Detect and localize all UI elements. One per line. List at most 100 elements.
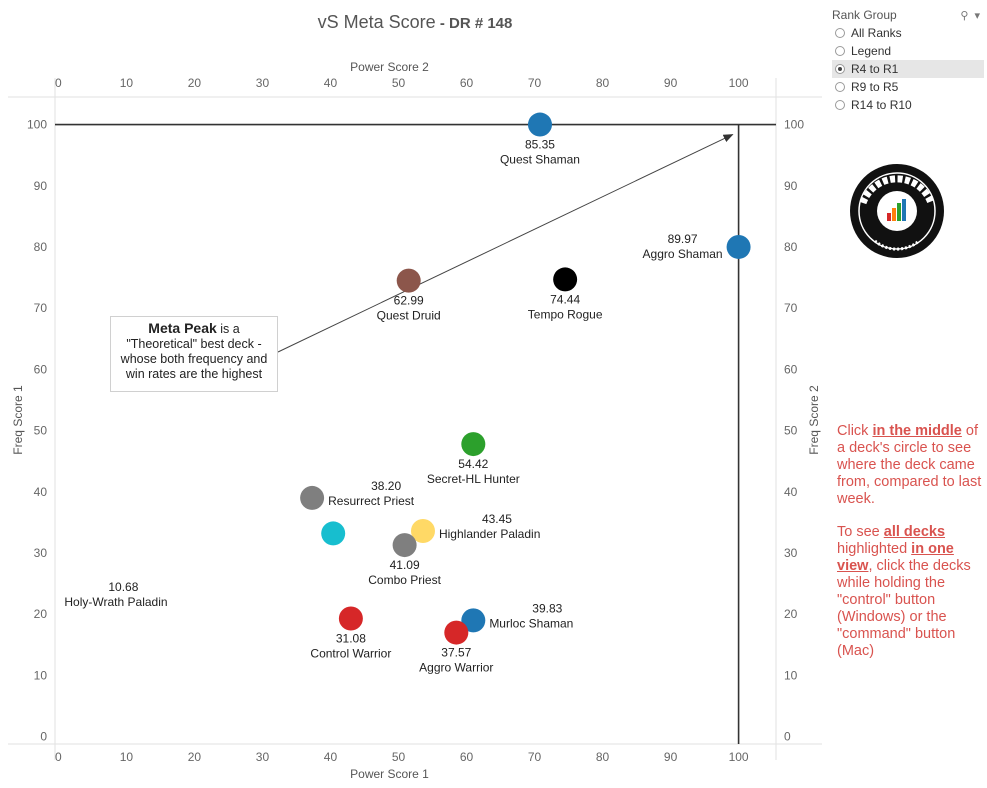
x2-tick-label: 60 [460, 76, 474, 90]
callout-strong: Meta Peak [148, 320, 217, 336]
deck-name-label: Resurrect Priest [328, 494, 415, 508]
filter-option-r9-to-r5[interactable]: R9 to R5 [832, 78, 984, 96]
deck-name-label: Holy-Wrath Paladin [64, 595, 167, 609]
x-tick-label: 0 [55, 750, 62, 764]
deck-score-label: 31.08 [336, 632, 366, 646]
deck-point [396, 268, 421, 293]
y-tick-label: 70 [34, 301, 48, 315]
note-paragraph-1: Click in the middle of a deck's circle t… [837, 423, 982, 507]
y-tick-label: 60 [34, 362, 48, 376]
deck-name-label: Quest Druid [377, 309, 441, 323]
deck-point [527, 112, 552, 137]
x2-tick-label: 0 [55, 76, 62, 90]
radio-button[interactable] [835, 82, 845, 92]
deck-point [461, 608, 486, 633]
deck-name-label: Aggro Shaman [643, 247, 723, 261]
y-tick-label: 100 [27, 118, 47, 132]
radio-button[interactable] [835, 100, 845, 110]
deck-point [553, 267, 578, 292]
deck-point [410, 518, 435, 543]
y2-tick-label: 100 [784, 118, 804, 132]
y-tick-label: 80 [34, 240, 48, 254]
x2-tick-label: 90 [664, 76, 678, 90]
callout-text: is a "Theoretical" best deck - whose bot… [120, 322, 268, 381]
note-paragraph-2: To see all decks highlighted in one view… [837, 524, 971, 659]
y2-tick-label: 50 [784, 424, 798, 438]
filter-option-label: R14 to R10 [851, 98, 912, 112]
y2-tick-label: 60 [784, 362, 798, 376]
deck-score-label: 43.45 [482, 512, 512, 526]
radio-button[interactable] [835, 46, 845, 56]
x-tick-label: 30 [256, 750, 270, 764]
data-reaper-logo [850, 164, 944, 258]
x-tick-label: 20 [188, 750, 202, 764]
filter-option-label: Legend [851, 44, 892, 58]
deck-name-label: Tempo Rogue [528, 307, 603, 321]
deck-name-label: Aggro Warrior [419, 661, 493, 675]
y-tick-label: 20 [34, 607, 48, 621]
y2-axis-label: Freq Score 2 [807, 385, 821, 455]
deck-point [392, 533, 417, 558]
radio-button[interactable] [835, 28, 845, 38]
y-tick-label: 0 [40, 730, 47, 744]
x2-tick-label: 40 [324, 76, 338, 90]
chevron-down-icon[interactable]: ▾ [974, 9, 980, 22]
x-tick-label: 10 [120, 750, 134, 764]
x-tick-label: 100 [729, 750, 749, 764]
filter-label: Rank Group [832, 8, 897, 22]
filter-option-legend[interactable]: Legend [832, 42, 984, 60]
x-axis-label: Power Score 1 [350, 767, 429, 781]
y-tick-label: 90 [34, 179, 48, 193]
deck-name-label: Combo Priest [368, 573, 441, 587]
filter-option-all-ranks[interactable]: All Ranks [832, 24, 984, 42]
y-tick-label: 40 [34, 485, 48, 499]
deck-score-label: 89.97 [668, 232, 698, 246]
y-axis-label: Freq Score 1 [11, 385, 25, 455]
deck-score-label: 10.68 [108, 580, 138, 594]
chart-title: vS Meta Score - DR # 148 [0, 12, 830, 33]
deck-point [338, 606, 363, 631]
x-tick-label: 40 [324, 750, 338, 764]
deck-name-label: Control Warrior [310, 647, 391, 661]
x2-tick-label: 20 [188, 76, 202, 90]
y2-tick-label: 10 [784, 668, 798, 682]
filter-option-label: R9 to R5 [851, 80, 899, 94]
x-tick-label: 60 [460, 750, 474, 764]
search-icon[interactable]: ⚲ [960, 9, 969, 22]
y2-tick-label: 20 [784, 607, 798, 621]
deck-score-label: 39.83 [532, 601, 562, 615]
y-tick-label: 30 [34, 546, 48, 560]
deck-point [461, 432, 486, 457]
deck-score-label: 62.99 [394, 294, 424, 308]
filter-option-r14-to-r10[interactable]: R14 to R10 [832, 96, 984, 114]
y-tick-label: 10 [34, 668, 48, 682]
y2-tick-label: 0 [784, 730, 791, 744]
x2-tick-label: 100 [729, 76, 749, 90]
meta-peak-arrow [277, 134, 734, 353]
x-tick-label: 70 [528, 750, 542, 764]
x2-tick-label: 80 [596, 76, 610, 90]
deck-score-label: 74.44 [550, 292, 580, 306]
radio-button[interactable] [835, 64, 845, 74]
filter-option-r4-to-r1[interactable]: R4 to R1 [832, 60, 984, 78]
x-tick-label: 90 [664, 750, 678, 764]
y2-tick-label: 70 [784, 301, 798, 315]
meta-peak-callout: Meta Peak is a "Theoretical" best deck -… [110, 316, 278, 392]
y2-tick-label: 90 [784, 179, 798, 193]
y2-tick-label: 40 [784, 485, 798, 499]
x2-tick-label: 70 [528, 76, 542, 90]
x2-axis-label: Power Score 2 [350, 60, 429, 74]
y2-tick-label: 30 [784, 546, 798, 560]
deck-name-label: Quest Shaman [500, 153, 580, 167]
x2-tick-label: 30 [256, 76, 270, 90]
x-tick-label: 80 [596, 750, 610, 764]
y-tick-label: 50 [34, 424, 48, 438]
deck-name-label: Secret-HL Hunter [427, 472, 520, 486]
deck-score-label: 85.35 [525, 138, 555, 152]
deck-score-label: 38.20 [371, 479, 401, 493]
y2-tick-label: 80 [784, 240, 798, 254]
deck-score-label: 54.42 [458, 457, 488, 471]
rank-group-filter: Rank Group ⚲ ▾ All Ranks Legend R4 to R1… [832, 6, 984, 114]
deck-score-label: 41.09 [390, 558, 420, 572]
